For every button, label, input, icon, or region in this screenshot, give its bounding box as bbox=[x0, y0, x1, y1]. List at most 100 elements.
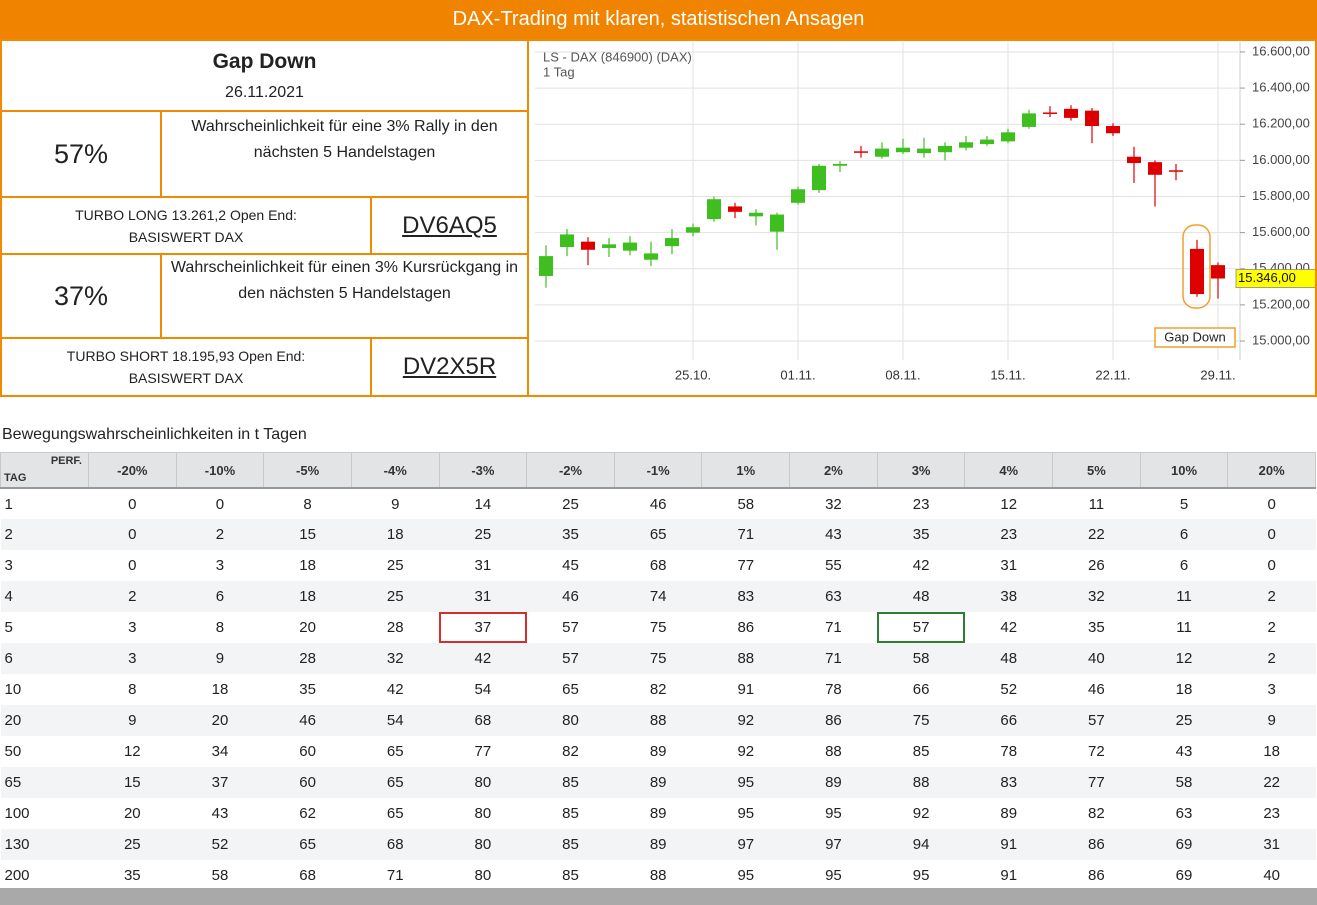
table-cell: 82 bbox=[649, 681, 667, 698]
column-header: -20% bbox=[88, 452, 177, 489]
candle-body bbox=[665, 238, 679, 247]
row-tag: 2 bbox=[0, 519, 89, 550]
gap-highlight bbox=[1182, 224, 1211, 309]
table-cell: 57 bbox=[877, 612, 965, 643]
table-cell: 0 bbox=[128, 557, 137, 574]
table-cell: 35 bbox=[877, 519, 965, 550]
signal-date: 26.11.2021 bbox=[225, 83, 304, 101]
table-cell: 86 bbox=[1052, 829, 1141, 860]
table-cell: 35 bbox=[526, 519, 615, 550]
table-cell: 40 bbox=[1263, 867, 1280, 884]
table-cell: 35 bbox=[123, 867, 141, 884]
corner-bottom: TAG bbox=[4, 472, 27, 484]
row-tag: 6 bbox=[0, 643, 89, 674]
table-cell: 25 bbox=[562, 495, 579, 513]
row-tag: 130 bbox=[0, 829, 89, 860]
column-header: -1% bbox=[613, 452, 703, 489]
table-cell: 46 bbox=[263, 705, 352, 736]
table-row: 20 9 20 46 54 68 80 88 92 86 75 66 57 25 9 bbox=[0, 705, 1316, 736]
candle-body bbox=[896, 147, 910, 153]
table-cell: 54 bbox=[351, 705, 440, 736]
y-tick-label: 16.200,00 bbox=[1252, 116, 1310, 131]
table-row: 10 8 18 35 42 54 65 82 91 78 66 52 46 18 3 bbox=[1, 674, 1316, 705]
table-cell: 92 bbox=[701, 705, 790, 736]
table-cell: 68 bbox=[649, 557, 667, 574]
long-underlying: BASISWERT DAX bbox=[128, 228, 244, 245]
table-cell: 11 bbox=[1088, 495, 1105, 513]
header-title: DAX-Trading mit klaren, statistischen An… bbox=[0, 0, 1317, 39]
table-row: 4 2 6 18 25 31 46 74 83 63 48 38 32 11 2 bbox=[0, 581, 1316, 612]
table-cell: 18 bbox=[351, 519, 440, 550]
table-cell: 60 bbox=[299, 743, 316, 760]
candle-body bbox=[854, 151, 868, 153]
table-cell: 25 bbox=[386, 557, 404, 574]
table-cell: 95 bbox=[825, 805, 842, 822]
table-cell: 8 bbox=[215, 619, 225, 636]
table-cell: 71 bbox=[386, 867, 404, 884]
table-cell: 9 bbox=[391, 495, 400, 513]
candle-body bbox=[1106, 126, 1120, 134]
table-cell: 57 bbox=[562, 619, 579, 636]
long-code-cell: DV6AQ5 bbox=[370, 196, 529, 255]
table-cell: 35 bbox=[299, 681, 316, 698]
row-tag: 10 bbox=[4, 681, 22, 698]
table-cell: 46 bbox=[649, 495, 667, 513]
candle-body bbox=[959, 142, 973, 148]
candle-body bbox=[1127, 156, 1141, 164]
table-cell: 66 bbox=[912, 681, 930, 698]
table-cell: 25 bbox=[439, 519, 527, 550]
long-product-name: TURBO LONG 13.261,2 Open End: bbox=[75, 206, 297, 223]
table-cell: 12 bbox=[1140, 643, 1228, 674]
candle-body bbox=[1148, 162, 1162, 175]
table-cell: 80 bbox=[439, 829, 527, 860]
signal-title: Gap Down bbox=[212, 49, 317, 73]
corner-top: PERF. bbox=[50, 455, 82, 467]
table-cell: 31 bbox=[1000, 557, 1018, 574]
long-code-link[interactable]: DV6AQ5 bbox=[402, 211, 497, 239]
candle-body bbox=[1064, 108, 1078, 118]
candle-body bbox=[728, 206, 742, 212]
y-tick-label: 15.200,00 bbox=[1252, 296, 1310, 311]
table-cell: 95 bbox=[825, 867, 842, 884]
table-cell: 55 bbox=[825, 557, 842, 574]
y-tick-label: 15.800,00 bbox=[1252, 188, 1310, 203]
table-cell: 69 bbox=[1140, 829, 1228, 860]
row-tag: 200 bbox=[4, 867, 30, 884]
row-tag: 1 bbox=[4, 495, 13, 513]
table-cell: 38 bbox=[964, 581, 1053, 612]
table-cell: 2 bbox=[88, 581, 177, 612]
column-header: 2% bbox=[789, 452, 878, 489]
table-cell: 63 bbox=[1175, 805, 1193, 822]
table-cell: 46 bbox=[526, 581, 615, 612]
table-cell: 18 bbox=[211, 681, 229, 698]
table-cell: 6 bbox=[1179, 557, 1189, 574]
table-cell: 9 bbox=[1227, 705, 1316, 736]
table-cell: 3 bbox=[128, 619, 137, 636]
table-cell: 8 bbox=[128, 681, 137, 698]
candle-body bbox=[1022, 113, 1036, 127]
table-cell: 65 bbox=[263, 829, 352, 860]
table-cell: 20 bbox=[176, 705, 264, 736]
table-cell: 6 bbox=[176, 581, 264, 612]
column-header: 10% bbox=[1139, 452, 1229, 489]
table-cell: 89 bbox=[614, 767, 702, 798]
table-cell: 0 bbox=[128, 495, 137, 513]
candle-body bbox=[1043, 112, 1057, 114]
table-cell: 20 bbox=[299, 619, 316, 636]
table-cell: 95 bbox=[737, 867, 755, 884]
short-code-link[interactable]: DV2X5R bbox=[402, 353, 497, 380]
table-cell: 46 bbox=[1088, 681, 1105, 698]
candle-body bbox=[875, 148, 889, 157]
table-cell: 32 bbox=[825, 495, 842, 513]
header-row: PERF. TAG -20% -10% -5% -4% -3% -2% -1% 1% 2% 3% 4% 5… bbox=[0, 452, 1316, 489]
table-cell: 83 bbox=[701, 581, 790, 612]
table-row: 1 0 0 8 9 14 25 46 58 32 23 12 11 5 0 bbox=[1, 488, 1316, 519]
table-cell: 85 bbox=[562, 867, 579, 884]
table-cell: 65 bbox=[351, 767, 440, 798]
table-cell: 2 bbox=[1227, 643, 1316, 674]
x-tick-label: 25.10. bbox=[675, 367, 711, 382]
annotation-box bbox=[1154, 327, 1236, 348]
table-cell: 92 bbox=[737, 743, 755, 760]
